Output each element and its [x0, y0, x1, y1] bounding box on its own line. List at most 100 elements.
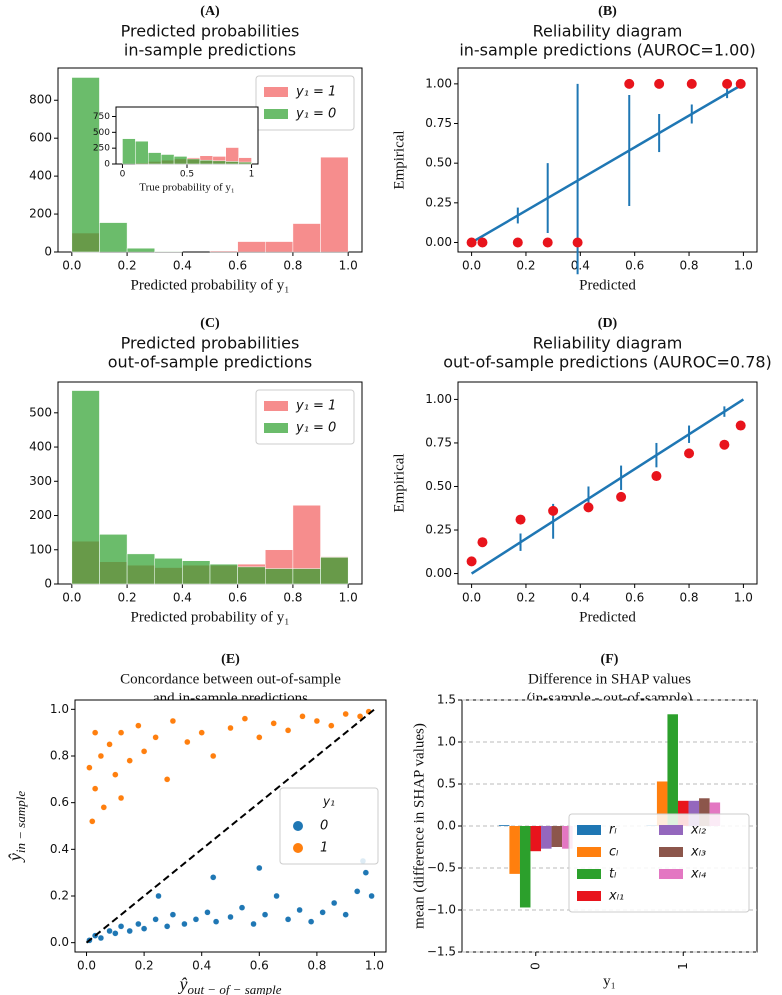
legend-swatch	[659, 869, 683, 879]
y-tick-label: 0.75	[425, 435, 452, 449]
point	[313, 717, 321, 725]
point	[140, 925, 148, 932]
point	[719, 439, 730, 450]
point	[284, 916, 292, 923]
y-tick-label: 1.5	[437, 693, 456, 707]
x-tick-label: 0.2	[516, 259, 535, 273]
y-tick-label: 1.0	[50, 702, 69, 716]
x-tick-label: 0.6	[625, 591, 644, 605]
x-tick-label: 0.8	[307, 959, 326, 973]
point	[735, 420, 746, 431]
x-tick-label: 0.0	[62, 591, 81, 605]
histogram-bar	[292, 568, 321, 585]
panel-label: (C)	[200, 316, 220, 331]
y-tick-label: 0.50	[425, 156, 452, 170]
x-tick-label: 0.6	[228, 591, 247, 605]
y-tick-label: 1.00	[425, 392, 452, 406]
point	[368, 892, 375, 900]
y-tick-label: 1.0	[437, 735, 456, 749]
point	[616, 491, 627, 502]
histogram-bar	[126, 247, 155, 253]
point	[210, 874, 217, 881]
y-tick-label: 0.0	[437, 819, 456, 833]
legend-label: y₁ = 1	[295, 85, 336, 100]
y-tick-label: 800	[29, 93, 52, 107]
point	[204, 909, 211, 916]
histogram-bar	[160, 154, 175, 165]
x-tick-label: 1	[676, 962, 690, 970]
x-axis-label-main: ŷ	[177, 974, 187, 994]
point	[686, 78, 697, 89]
chart-title: Predicted probabilities	[121, 22, 300, 41]
legend-label: y₁ = 1	[295, 399, 336, 414]
legend-swatch	[264, 109, 288, 119]
legend-marker	[293, 843, 303, 853]
point	[117, 729, 125, 736]
panel-label: (F)	[601, 652, 619, 667]
x-tick-label: 0.2	[118, 259, 137, 273]
x-tick-label: 0.6	[250, 959, 269, 973]
legend-label: 1	[320, 841, 328, 856]
y-tick-label: 0	[104, 160, 110, 170]
point	[163, 776, 171, 783]
bar	[562, 826, 573, 849]
point	[651, 471, 662, 482]
point	[356, 713, 364, 720]
y-tick-label: 0.5	[437, 777, 456, 791]
x-tick-label: 0	[528, 962, 542, 970]
point	[117, 794, 125, 802]
calibration-line	[470, 398, 745, 575]
histogram-bar	[186, 158, 201, 165]
y-tick-label: 250	[93, 144, 110, 154]
bar	[677, 800, 689, 826]
point	[106, 741, 113, 748]
y-axis-label: Empirical	[391, 130, 407, 189]
y-tick-label: 200	[29, 508, 52, 522]
histogram-bar	[99, 222, 128, 253]
bar	[509, 826, 520, 874]
point	[135, 722, 142, 729]
legend-box	[279, 787, 379, 865]
x-tick-label: 0.0	[462, 591, 481, 605]
point	[273, 892, 280, 900]
point	[212, 918, 220, 925]
y-tick-label: 400	[29, 169, 52, 183]
point	[466, 237, 477, 248]
point	[284, 727, 292, 734]
x-tick-label: 0.6	[228, 259, 247, 273]
histogram-bar	[122, 138, 136, 165]
point	[227, 724, 234, 732]
histogram-bar	[173, 156, 188, 165]
point	[572, 237, 583, 248]
legend-label: xₗ₃	[690, 845, 706, 860]
point	[117, 923, 125, 930]
x-tick-label: 1.0	[734, 591, 753, 605]
x-tick-label: 0.4	[571, 591, 590, 605]
point	[169, 911, 177, 918]
panel-label: (E)	[221, 652, 240, 667]
y-tick-label: −0.5	[427, 861, 456, 875]
histogram-bar	[212, 160, 226, 165]
histogram-bar	[182, 560, 211, 585]
point	[163, 923, 171, 930]
point	[140, 748, 148, 755]
point	[654, 78, 665, 89]
point	[256, 734, 263, 741]
point	[362, 869, 370, 876]
bar	[667, 714, 678, 826]
y-tick-label: −1.0	[427, 903, 456, 917]
x-tick-label: 0.8	[283, 259, 302, 273]
x-tick-label: 0.0	[77, 959, 96, 973]
y-tick-label: 400	[29, 440, 52, 454]
x-axis-label: Predicted probability of y₁	[131, 277, 290, 293]
panel-label: (B)	[598, 4, 617, 19]
x-tick-label: 0.4	[571, 259, 590, 273]
point	[100, 804, 107, 811]
panel-label: (A)	[200, 4, 220, 19]
y-tick-label: 750	[93, 112, 110, 122]
histogram-bar	[320, 156, 349, 253]
chart-title: Concordance between out-of-sample	[120, 671, 341, 687]
y-tick-label: 0	[44, 245, 52, 259]
point	[296, 906, 303, 914]
